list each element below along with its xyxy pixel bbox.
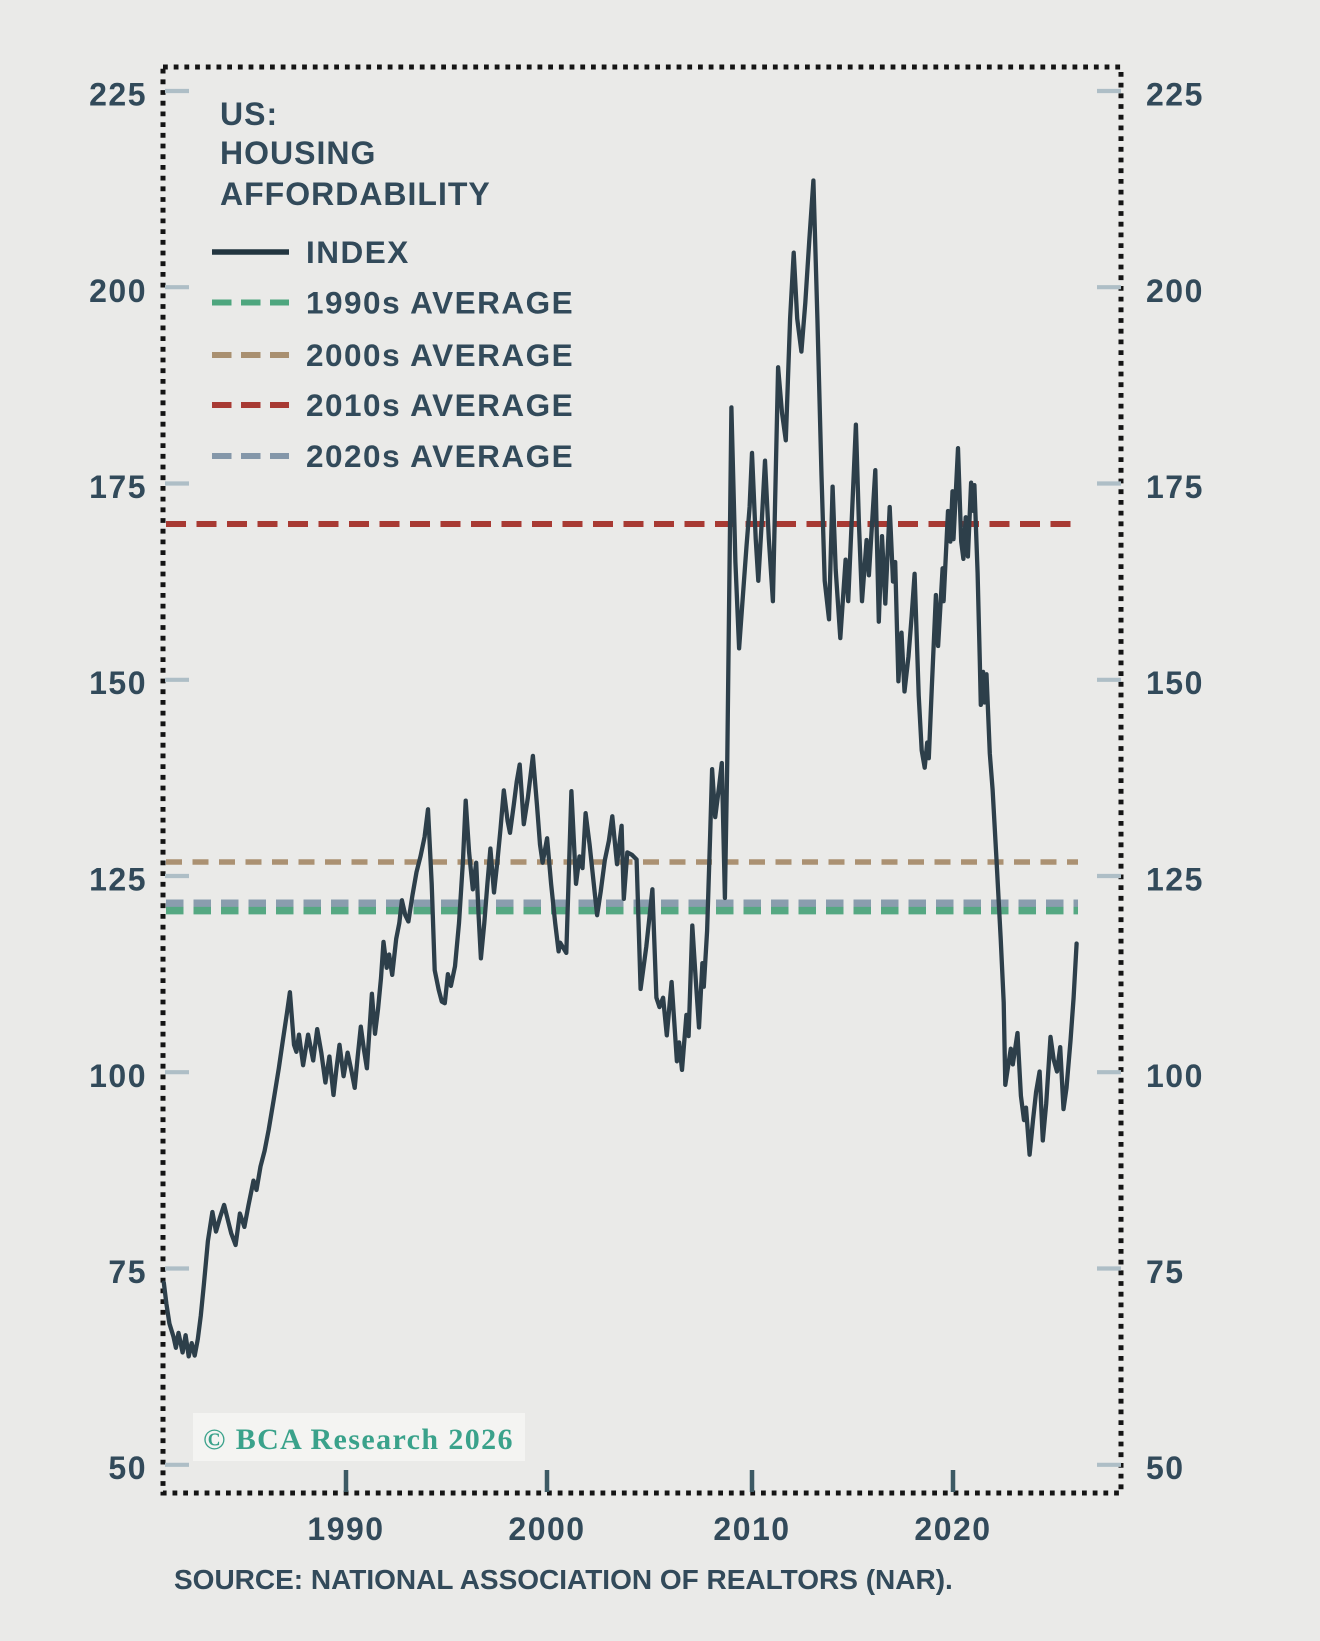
svg-text:150: 150 bbox=[1146, 665, 1204, 701]
svg-text:2020: 2020 bbox=[914, 1511, 991, 1547]
svg-text:100: 100 bbox=[1146, 1058, 1204, 1094]
svg-text:© BCA Research 2026: © BCA Research 2026 bbox=[203, 1423, 514, 1456]
svg-text:50: 50 bbox=[108, 1450, 147, 1486]
svg-text:125: 125 bbox=[1146, 862, 1204, 898]
svg-text:1990s AVERAGE: 1990s AVERAGE bbox=[306, 285, 574, 321]
svg-text:125: 125 bbox=[89, 862, 147, 898]
svg-text:200: 200 bbox=[89, 273, 147, 309]
svg-text:75: 75 bbox=[1146, 1254, 1185, 1290]
svg-text:1990: 1990 bbox=[307, 1511, 384, 1547]
svg-text:2010: 2010 bbox=[713, 1511, 790, 1547]
svg-text:US:: US: bbox=[220, 96, 278, 132]
svg-text:100: 100 bbox=[89, 1058, 147, 1094]
svg-text:INDEX: INDEX bbox=[306, 234, 410, 270]
svg-text:50: 50 bbox=[1146, 1450, 1185, 1486]
svg-text:225: 225 bbox=[1146, 77, 1204, 113]
svg-text:75: 75 bbox=[108, 1254, 147, 1290]
svg-text:SOURCE: NATIONAL ASSOCIATION O: SOURCE: NATIONAL ASSOCIATION OF REALTORS… bbox=[174, 1564, 953, 1595]
svg-text:200: 200 bbox=[1146, 273, 1204, 309]
svg-text:175: 175 bbox=[89, 469, 147, 505]
svg-text:2010s AVERAGE: 2010s AVERAGE bbox=[306, 387, 574, 423]
svg-text:225: 225 bbox=[89, 77, 147, 113]
svg-text:AFFORDABILITY: AFFORDABILITY bbox=[220, 176, 491, 212]
svg-text:175: 175 bbox=[1146, 469, 1204, 505]
svg-text:2020s AVERAGE: 2020s AVERAGE bbox=[306, 438, 574, 474]
svg-text:2000s AVERAGE: 2000s AVERAGE bbox=[306, 337, 574, 373]
svg-text:150: 150 bbox=[89, 665, 147, 701]
svg-text:HOUSING: HOUSING bbox=[220, 135, 376, 171]
svg-text:2000: 2000 bbox=[508, 1511, 585, 1547]
